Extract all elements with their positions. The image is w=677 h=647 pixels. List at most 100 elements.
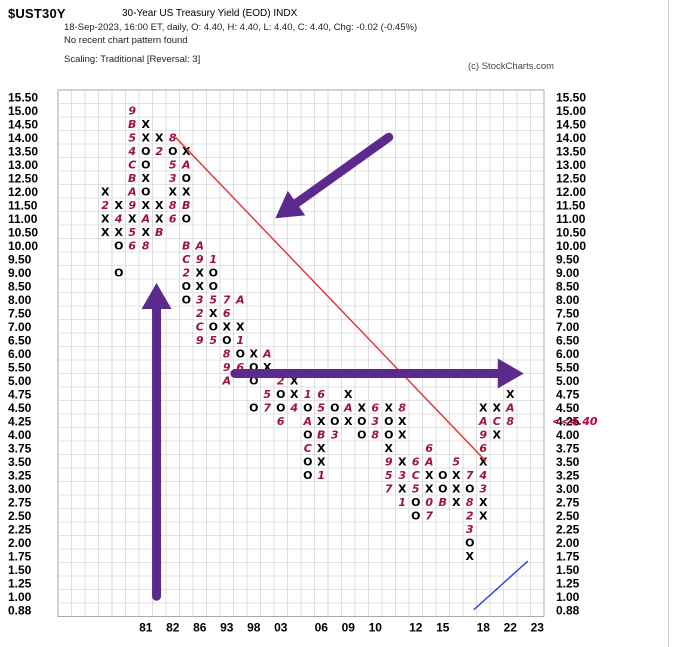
month-box: 1	[398, 496, 406, 509]
month-box: 8	[169, 199, 177, 212]
o-box: O	[141, 185, 150, 198]
y-tick-label-right: 9.50	[556, 252, 580, 266]
month-box: 6	[223, 307, 231, 320]
o-box: O	[465, 482, 474, 495]
month-box: 5	[385, 469, 393, 482]
x-box: X	[263, 361, 272, 374]
o-box: O	[303, 469, 312, 482]
o-box: O	[465, 536, 474, 549]
month-box: C	[304, 442, 312, 455]
month-box: 8	[466, 496, 474, 509]
month-box: B	[128, 118, 136, 131]
o-box: O	[276, 401, 285, 414]
y-tick-label-left: 7.50	[8, 306, 32, 320]
x-box: X	[479, 509, 488, 522]
x-box: X	[385, 442, 394, 455]
month-box: 1	[209, 253, 217, 266]
x-box: X	[452, 496, 461, 509]
y-tick-label-right: 2.75	[556, 495, 580, 509]
month-box: 2	[101, 199, 109, 212]
y-tick-label-left: 2.75	[8, 495, 32, 509]
y-tick-label-right: 13.00	[556, 158, 586, 172]
x-tick-label: 06	[315, 621, 329, 635]
x-box: X	[425, 482, 434, 495]
x-tick-label: 98	[247, 621, 261, 635]
o-box: O	[438, 482, 447, 495]
x-tick-label: 81	[139, 621, 153, 635]
month-box: B	[317, 428, 325, 441]
x-axis: 81 82 86 93 98 03 06 09 10 12 15 18 22 23	[139, 621, 544, 635]
o-box: O	[249, 361, 258, 374]
x-tick-label: 15	[436, 621, 450, 635]
y-tick-label-left: 2.50	[8, 509, 32, 523]
month-box: 4	[127, 145, 136, 158]
y-tick-label-right: 8.50	[556, 279, 580, 293]
month-box: 2	[466, 509, 474, 522]
x-box: X	[493, 428, 502, 441]
month-box: 8	[398, 401, 406, 414]
symbol-name: 30-Year US Treasury Yield (EOD) INDX	[122, 8, 298, 19]
x-box: X	[209, 307, 218, 320]
y-tick-label-right: 4.25	[556, 414, 580, 428]
y-tick-label-left: 9.50	[8, 252, 32, 266]
month-box: A	[221, 374, 231, 387]
y-tick-label-left: 6.00	[8, 347, 32, 361]
y-tick-label-right: 3.00	[556, 482, 580, 496]
x-box: X	[398, 415, 407, 428]
y-tick-label-left: 9.00	[8, 266, 32, 280]
month-box: A	[505, 401, 515, 414]
y-tick-label-left: 3.25	[8, 468, 32, 482]
x-tick-label: 10	[369, 621, 383, 635]
y-tick-label-left: 12.50	[8, 171, 38, 185]
x-box: X	[142, 199, 151, 212]
o-box: O	[209, 320, 218, 333]
month-box: 9	[479, 428, 487, 441]
y-tick-label-right: 15.50	[556, 90, 586, 104]
arrow-head-down-left	[275, 190, 306, 219]
x-box: X	[479, 401, 488, 414]
arrow-head-up	[141, 283, 172, 310]
o-box: O	[357, 415, 366, 428]
month-box: 5	[209, 293, 217, 306]
month-box: B	[155, 226, 163, 239]
month-box: 5	[317, 401, 325, 414]
month-box: C	[412, 469, 420, 482]
x-tick-label: 18	[477, 621, 491, 635]
y-tick-label-right: 4.50	[556, 401, 580, 415]
o-box: O	[411, 496, 420, 509]
y-tick-label-left: 1.25	[8, 576, 32, 590]
y-tick-label-left: 8.00	[8, 293, 32, 307]
y-tick-label-left: 0.88	[8, 603, 32, 617]
x-box: X	[425, 469, 434, 482]
x-box: X	[506, 388, 515, 401]
month-box: 9	[385, 455, 393, 468]
month-box: 7	[425, 509, 433, 522]
month-box: A	[235, 293, 245, 306]
y-tick-label-left: 14.50	[8, 117, 38, 131]
x-box: X	[479, 496, 488, 509]
y-tick-label-left: 14.00	[8, 131, 38, 145]
month-box: 7	[466, 469, 474, 482]
o-box: O	[303, 428, 312, 441]
month-box: 8	[223, 347, 231, 360]
month-box: B	[439, 496, 447, 509]
x-tick-label: 03	[274, 621, 288, 635]
y-tick-label-right: 12.50	[556, 171, 586, 185]
o-box: O	[182, 212, 191, 225]
x-tick-label: 93	[220, 621, 234, 635]
x-box: X	[155, 131, 164, 144]
month-box: A	[181, 158, 191, 171]
x-box: X	[223, 320, 232, 333]
month-box: 6	[317, 388, 325, 401]
y-tick-label-right: 5.50	[556, 360, 580, 374]
x-box: X	[317, 455, 326, 468]
y-tick-label-left: 15.50	[8, 90, 38, 104]
x-box: X	[358, 401, 367, 414]
month-box: A	[343, 401, 353, 414]
x-box: X	[479, 455, 488, 468]
month-box: 5	[263, 388, 271, 401]
o-box: O	[384, 415, 393, 428]
x-box: X	[290, 374, 299, 387]
y-tick-label-left: 2.00	[8, 536, 32, 550]
